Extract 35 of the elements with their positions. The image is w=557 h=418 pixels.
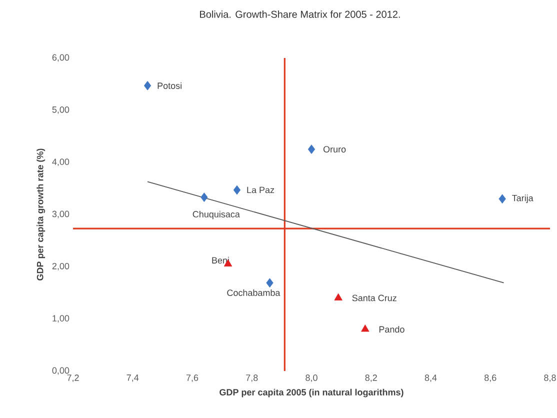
x-axis-title: GDP per capita 2005 (in natural logarithms) [220,388,404,398]
x-tick-label: 7,6 [186,374,198,382]
annotation: Oruro [323,146,346,152]
point [233,185,241,195]
y-tick-label: 1,00 [52,315,70,323]
annotation: Santa Cruz [352,294,396,302]
annotation: Cochabamba [227,289,280,296]
y-tick-label: 3,00 [52,210,70,218]
point [308,144,316,154]
x-tick-label: 8,6 [484,374,496,382]
point [144,80,152,90]
y-tick-label: 6,00 [52,54,70,62]
y-tick-label: 0,00 [52,367,70,375]
point [200,192,208,202]
x-tick-label: 8,0 [306,374,318,382]
point [266,278,274,288]
y-tick-label: 2,00 [52,262,70,270]
x-tick-label: 8,8 [544,374,556,382]
y-tick-label: 5,00 [52,106,70,114]
x-tick-label: 7,4 [126,374,139,382]
annotation: Chuquisaca [192,210,240,220]
x-tick-label: 7,8 [246,374,258,382]
annotation: La Paz [247,186,274,194]
x-tick-label: 8,2 [365,374,377,382]
point [334,293,342,300]
point [361,324,370,332]
y-axis-title: GDP per capita growth rate (%) [36,148,46,280]
x-tick-label: 8,4 [424,374,437,382]
point [498,194,506,204]
annotation: Pando [379,326,404,333]
x-tick-label: 7,2 [67,374,79,382]
y-tick-label: 4,00 [52,158,70,166]
annotation: Potosi [158,82,182,89]
chart-title: Bolivia. Growth-Share Matrix for 2005 - 2012. [200,10,400,18]
annotation: Tarija [512,194,534,204]
